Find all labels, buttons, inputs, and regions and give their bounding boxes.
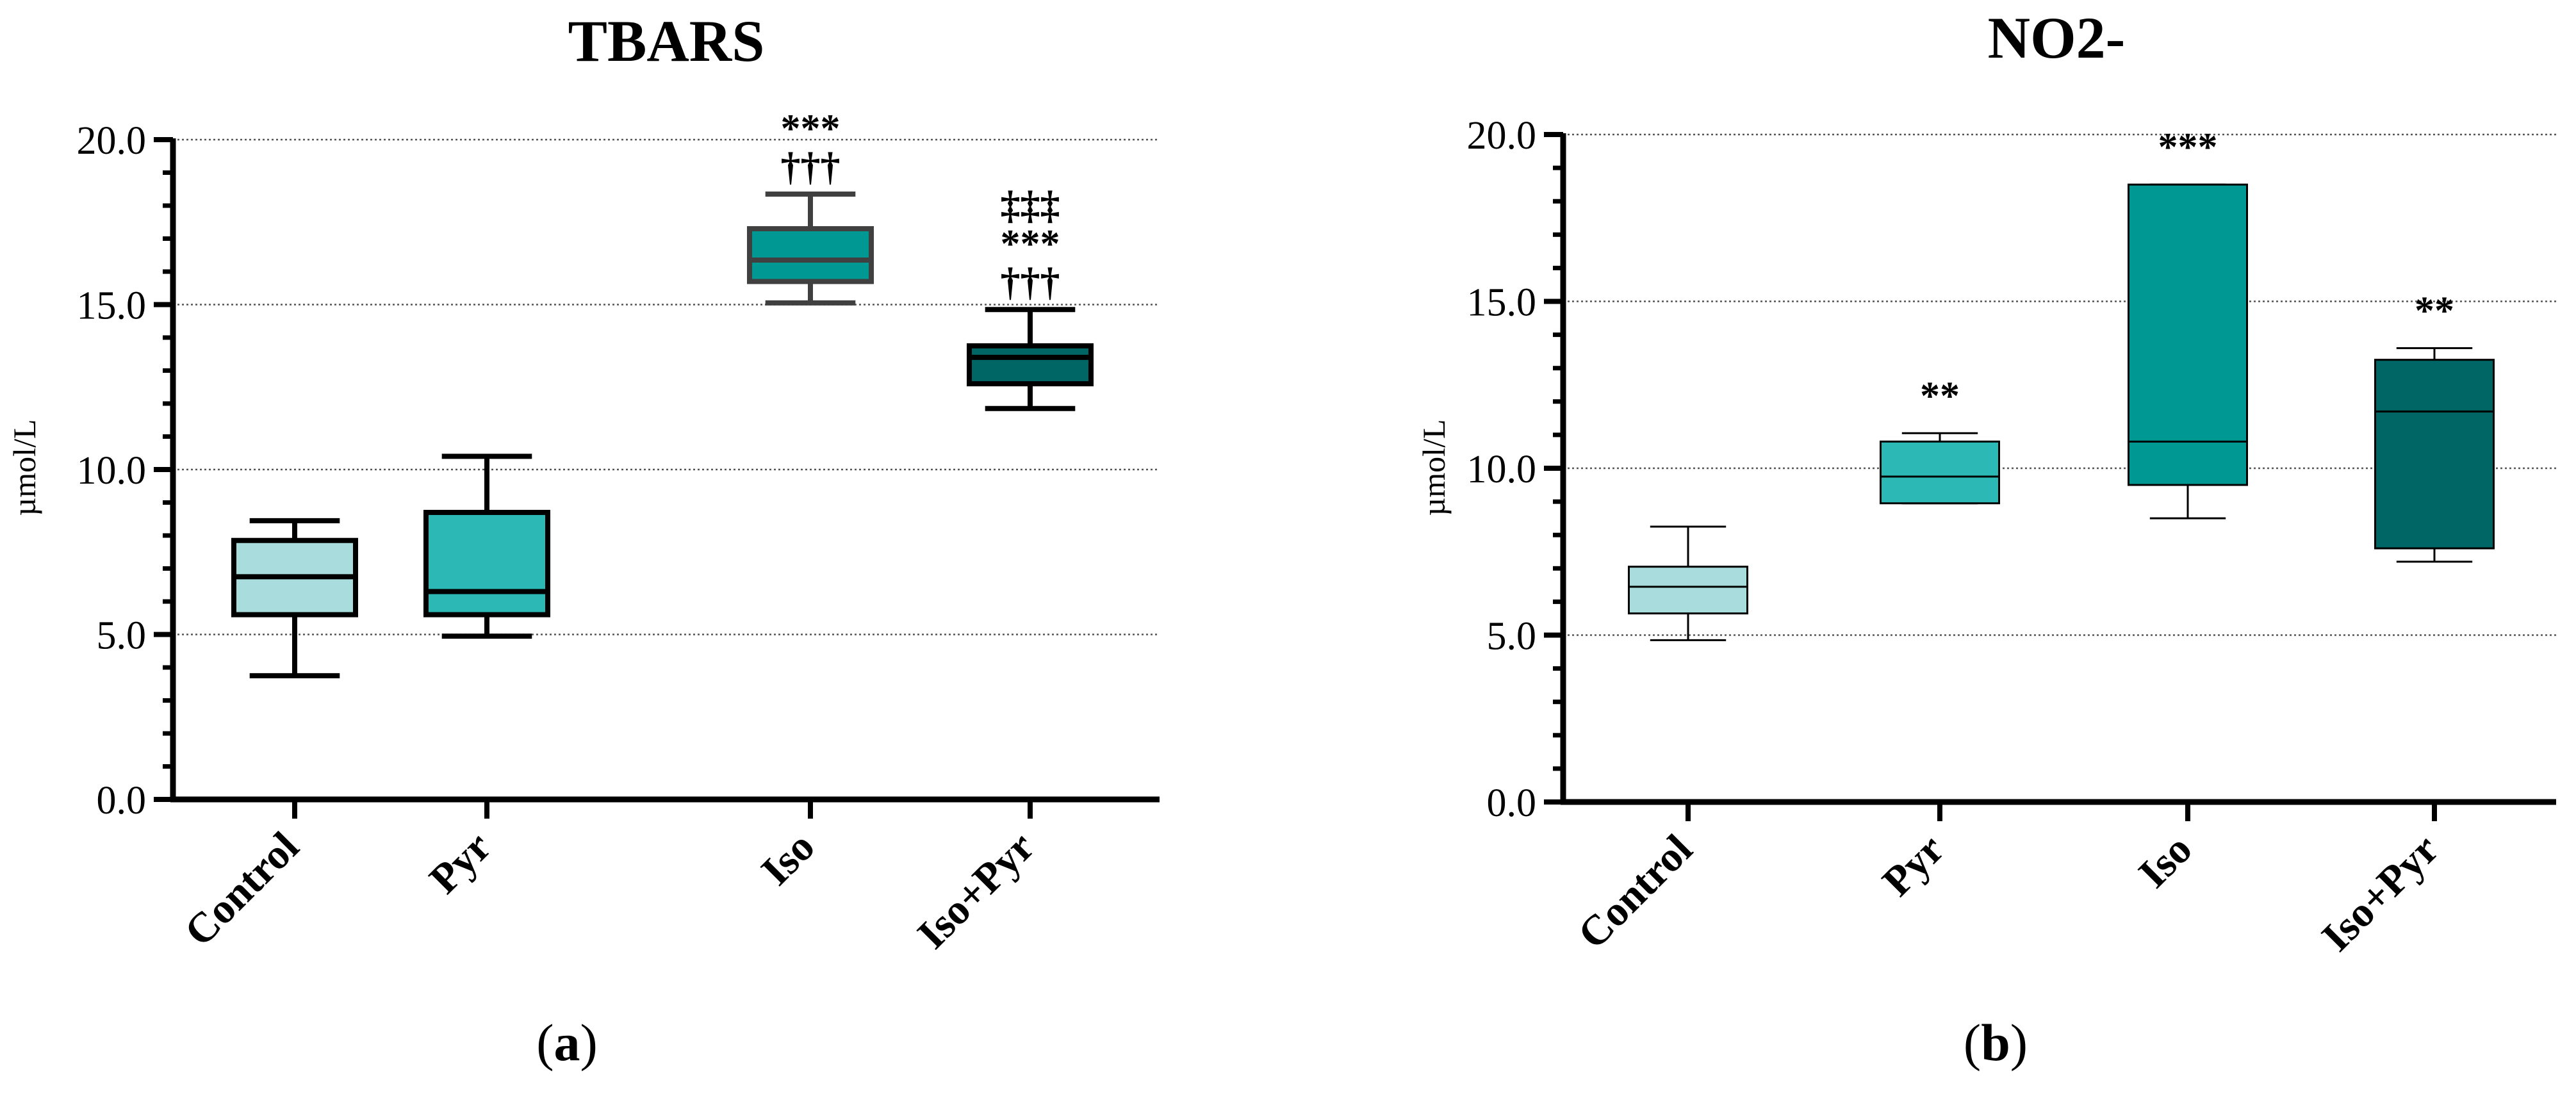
y-tick-label: 0.0	[1487, 781, 1537, 825]
x-category-label: Control	[1569, 826, 1701, 958]
significance-mark: †††	[1001, 261, 1060, 304]
box-iso-pyr: ‡‡‡***†††	[967, 184, 1094, 411]
panel-label-letter: b	[1981, 1013, 2010, 1072]
y-tick-label: 20.0	[1467, 114, 1537, 158]
significance-mark: ***	[781, 107, 841, 151]
y-axis-label: µmol/L	[6, 419, 42, 516]
y-tick-label: 0.0	[97, 779, 147, 822]
box-iqr	[2374, 359, 2495, 550]
y-tick-label: 5.0	[97, 614, 147, 658]
box-control	[1628, 525, 1748, 641]
box-pyr	[423, 454, 550, 639]
x-category-label: Iso	[2129, 826, 2201, 897]
y-tick-label: 15.0	[1467, 281, 1537, 325]
box-iqr	[967, 343, 1094, 387]
box-iso: ***†††	[747, 107, 874, 306]
x-category-label: Iso+Pyr	[2313, 826, 2447, 960]
significance-mark: **	[1920, 374, 1960, 418]
box-iqr	[2128, 183, 2248, 486]
panel-label-open: (	[1964, 1013, 1981, 1072]
panel-label-close: )	[580, 1013, 598, 1072]
y-tick-label: 15.0	[77, 284, 147, 328]
chart-title: TBARS	[568, 8, 765, 74]
y-tick-label: 20.0	[77, 119, 147, 163]
significance-mark: ***	[2158, 126, 2218, 169]
y-tick-label: 5.0	[1487, 615, 1537, 658]
chart-panel-tbars: TBARS 0.0 5.0 10.0 15.0 20.0 µmol/L Control Pyr *…	[6, 8, 1160, 1072]
box-iso: ***	[2128, 126, 2248, 519]
box-iqr	[1628, 566, 1748, 615]
y-tick-label: 10.0	[77, 449, 147, 493]
panel-label-close: )	[2010, 1013, 2028, 1072]
box-iso-pyr: **	[2374, 289, 2495, 563]
box-iqr	[747, 226, 874, 284]
box-pyr: **	[1880, 374, 2000, 505]
chart-panel-no2: NO2- 0.0 5.0 10.0 15.0 20.0 µmol/L Control ** Pyr…	[1416, 5, 2556, 1072]
significance-mark: **	[2415, 289, 2454, 332]
box-control	[231, 518, 358, 678]
y-tick-label: 10.0	[1467, 448, 1537, 491]
significance-mark: †††	[781, 145, 841, 189]
chart-title: NO2-	[1988, 5, 2126, 70]
x-category-label: Control	[176, 823, 308, 955]
significance-mark: ***	[1001, 222, 1060, 266]
box-iqr	[1880, 440, 2000, 505]
box-iqr	[423, 509, 550, 618]
x-category-label: Pyr	[1873, 826, 1953, 905]
panel-label: (b)	[1964, 1013, 2028, 1072]
panel-label: (a)	[536, 1013, 598, 1072]
x-category-label: Iso	[752, 823, 823, 894]
x-category-label: Pyr	[420, 823, 500, 903]
panel-label-open: (	[536, 1013, 554, 1072]
y-axis-label: µmol/L	[1416, 419, 1452, 516]
panel-label-letter: a	[554, 1013, 580, 1072]
significance-mark: ‡‡‡	[1001, 184, 1060, 227]
x-category-label: Iso+Pyr	[908, 823, 1043, 958]
